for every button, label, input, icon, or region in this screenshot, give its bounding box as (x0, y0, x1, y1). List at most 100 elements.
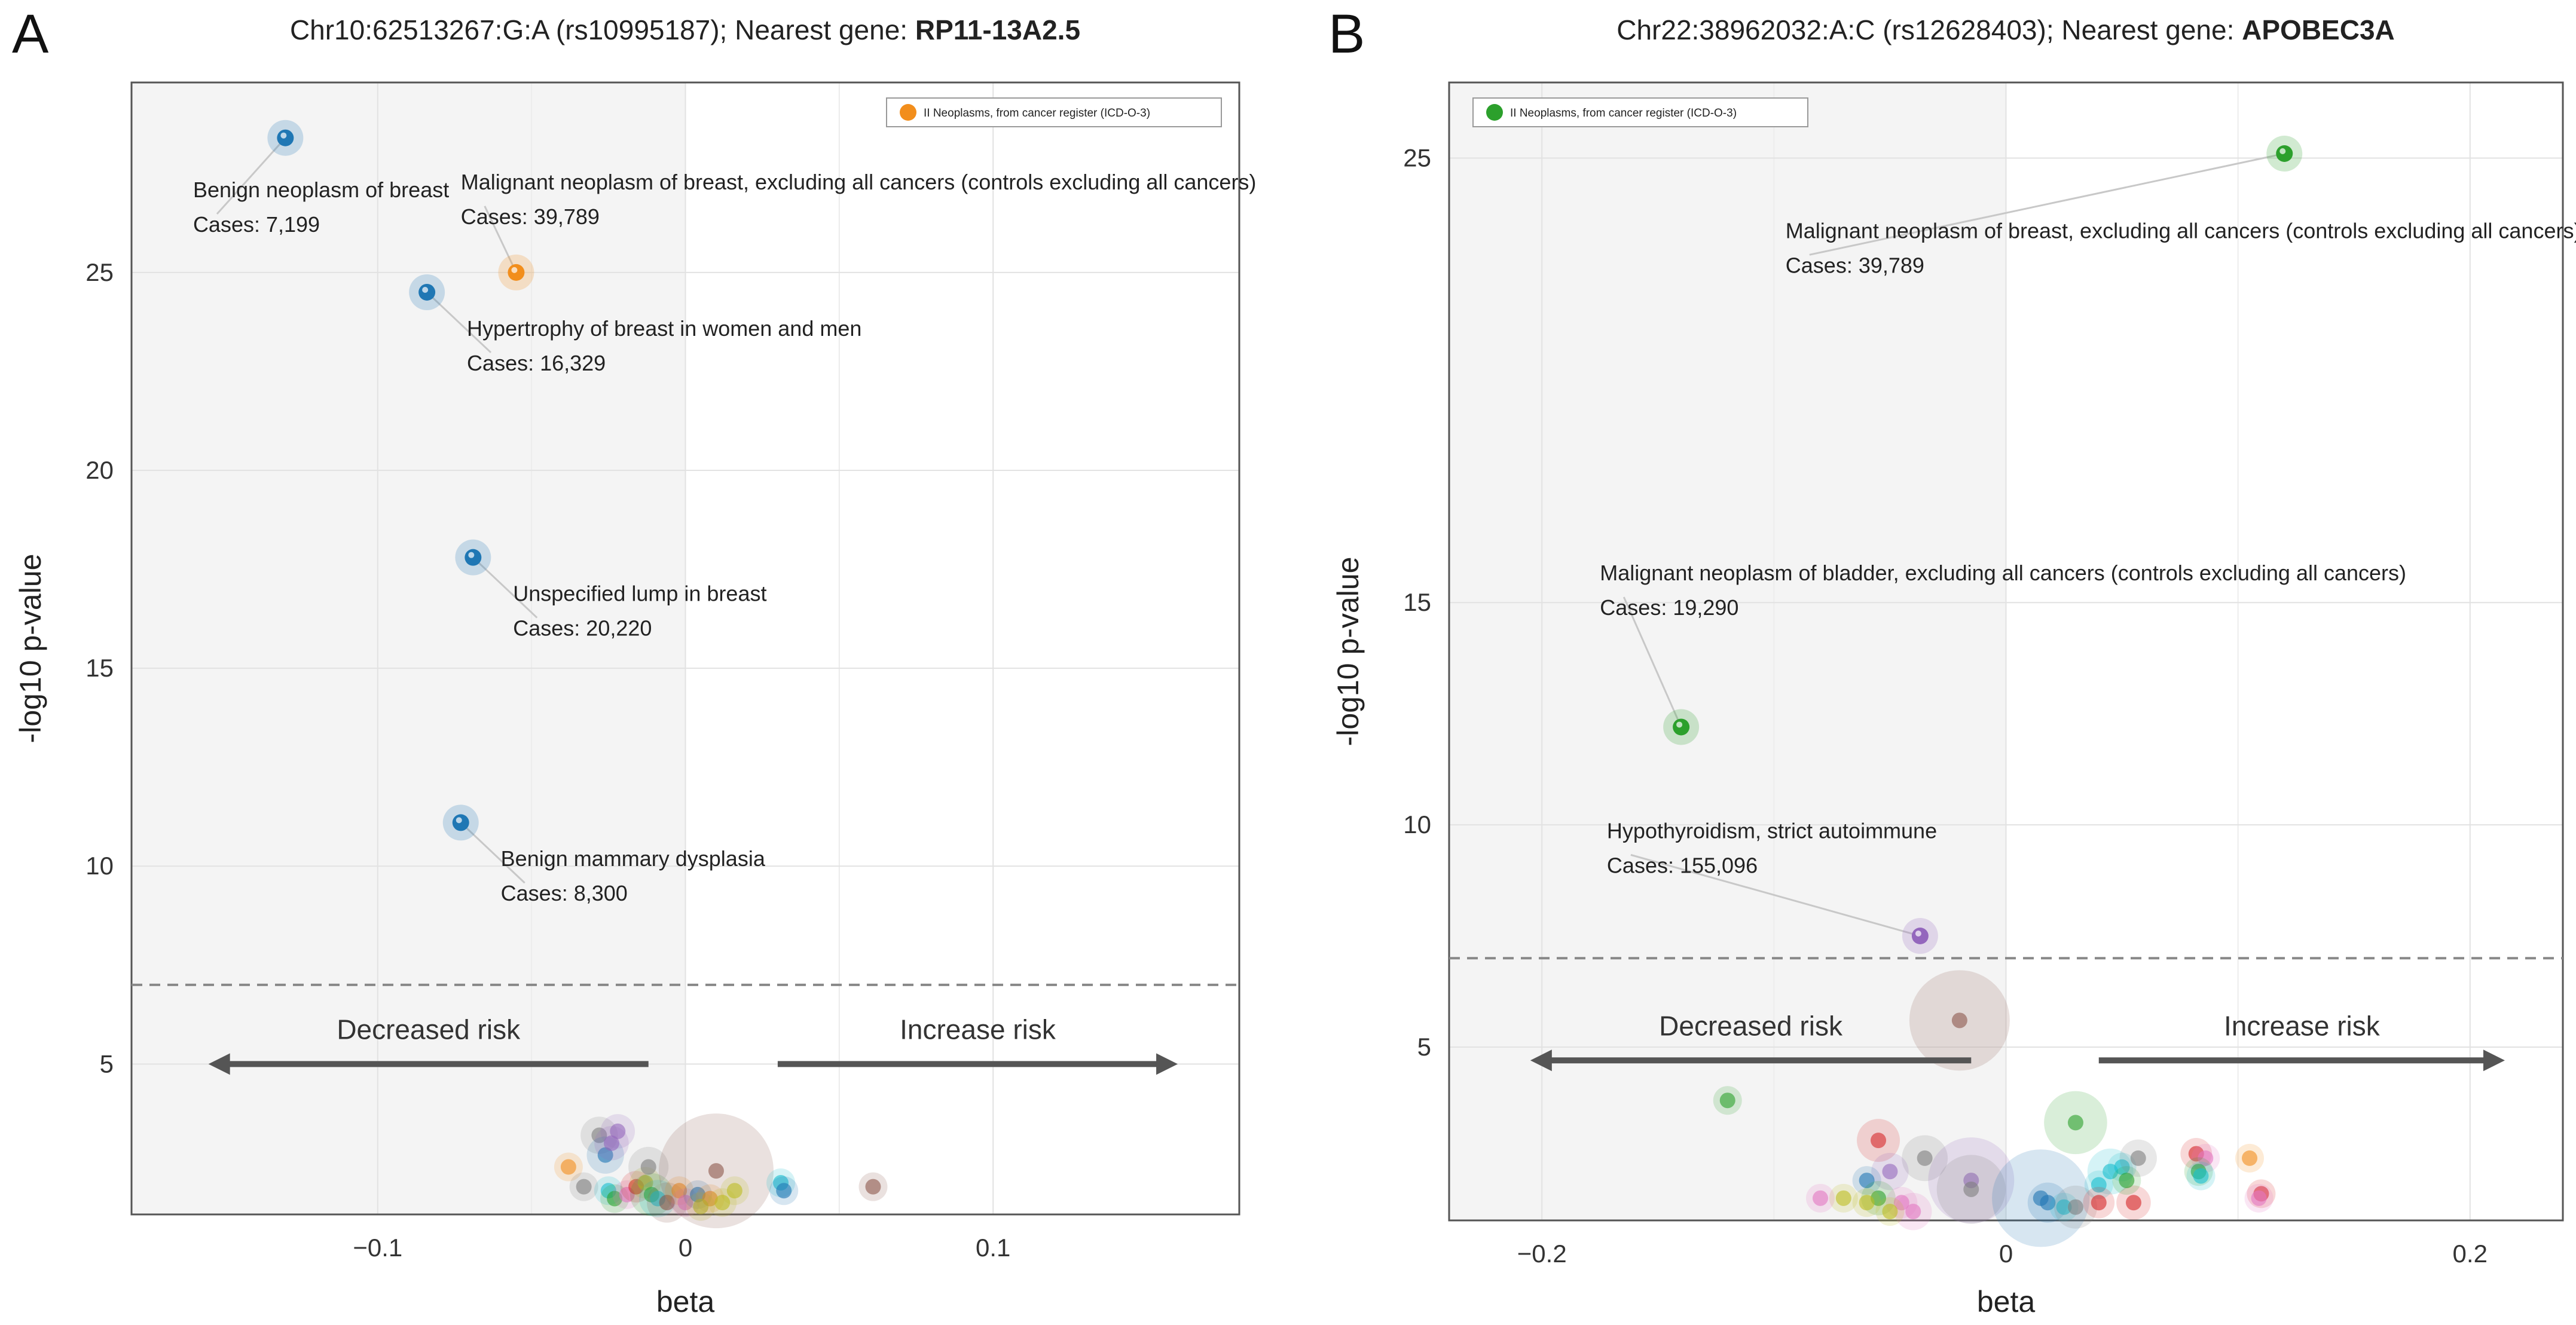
y-tick-label: 15 (85, 654, 114, 682)
data-point (714, 1195, 731, 1211)
data-point (640, 1159, 656, 1175)
y-tick-label: 5 (100, 1049, 114, 1078)
data-point (603, 1135, 619, 1151)
x-tick-label: 0 (679, 1234, 692, 1262)
data-point (2091, 1195, 2107, 1211)
panel-b: B Chr22:38962032:A:C (rs12628403); Neares… (1328, 4, 2576, 1318)
data-point (2251, 1190, 2267, 1206)
increase-risk-arrowhead (2483, 1049, 2505, 1072)
x-tick-label: 0.2 (2453, 1240, 2488, 1268)
data-point (1905, 1204, 1921, 1220)
chart-title-prefix: Chr10:62513267:G:A (rs10995187); Nearest… (290, 14, 915, 45)
annotation-label: Benign mammary dysplasia (501, 846, 766, 871)
x-tick-label: −0.1 (353, 1234, 402, 1262)
data-point (2119, 1173, 2135, 1189)
x-axis-label: beta (1977, 1285, 2036, 1318)
annotation-cases: Cases: 20,220 (513, 616, 652, 641)
x-tick-label: −0.2 (1517, 1240, 1567, 1268)
x-tick-label: 0.1 (976, 1234, 1010, 1262)
data-point (1719, 1093, 1735, 1109)
data-point (637, 1175, 653, 1191)
data-point (2067, 1115, 2083, 1131)
x-tick-label: 0 (1999, 1240, 2013, 1268)
annotation-cases: Cases: 7,199 (193, 212, 320, 237)
y-axis-label: -log10 p-value (1331, 557, 1365, 746)
data-point (726, 1183, 742, 1199)
y-tick-label: 25 (1403, 143, 1431, 172)
increase-risk-label: Increase risk (900, 1014, 1056, 1045)
data-point (1963, 1181, 1979, 1197)
y-tick-label: 25 (85, 258, 114, 286)
annotated-point-highlight (511, 267, 518, 273)
annotation-label: Malignant neoplasm of breast, excluding … (461, 170, 1257, 194)
data-point (690, 1186, 706, 1202)
increase-risk-label: Increase risk (2224, 1010, 2381, 1041)
data-point (1893, 1195, 1909, 1211)
annotated-point-highlight (422, 286, 429, 293)
data-point (597, 1147, 613, 1163)
panel-letter: A (12, 4, 49, 65)
data-point (1813, 1190, 1828, 1206)
annotated-point-highlight (456, 817, 462, 824)
data-point (2091, 1177, 2107, 1193)
data-point (1871, 1133, 1887, 1149)
legend-label: II Neoplasms, from cancer register (ICD-… (924, 107, 1150, 120)
annotation-leader-line (460, 822, 525, 884)
panel-a: A Chr10:62513267:G:A (rs10995187); Neares… (12, 4, 1256, 1318)
shaded-negative-region (132, 82, 686, 1214)
increase-risk-arrowhead (1156, 1053, 1178, 1075)
data-point (1917, 1150, 1933, 1166)
legend-box (1472, 97, 1808, 127)
data-point (1859, 1195, 1875, 1211)
annotation-label: Hypothyroidism, strict autoimmune (1607, 818, 1937, 843)
legend-box (886, 97, 1222, 127)
data-point (2242, 1150, 2258, 1166)
data-point (1835, 1190, 1851, 1206)
data-point (607, 1191, 623, 1207)
legend-marker (900, 104, 916, 121)
data-point (2198, 1150, 2214, 1166)
annotation-leader-line (1809, 152, 2285, 256)
chart-title: Chr10:62513267:G:A (rs10995187); Nearest… (290, 14, 1080, 45)
plot-frame (130, 81, 1240, 1216)
data-point (610, 1123, 626, 1139)
annotated-point-highlight (280, 132, 287, 139)
data-point (776, 1183, 792, 1199)
annotation-label: Benign neoplasm of breast (193, 178, 449, 202)
data-point (2067, 1199, 2083, 1215)
annotation-leader-line (1630, 853, 1921, 937)
data-point (560, 1159, 576, 1175)
data-point (1951, 1012, 1967, 1029)
decreased-risk-arrowhead (1530, 1049, 1552, 1072)
data-point (677, 1195, 693, 1211)
annotation-cases: Cases: 39,789 (461, 204, 600, 229)
chart-title: Chr22:38962032:A:C (rs12628403); Nearest… (1617, 14, 2395, 45)
data-point (2040, 1195, 2056, 1211)
chart-title-prefix: Chr22:38962032:A:C (rs12628403); Nearest… (1617, 14, 2242, 45)
data-point (2114, 1159, 2130, 1175)
annotated-point-highlight (2279, 148, 2286, 154)
annotation-cases: Cases: 8,300 (501, 881, 628, 905)
legend-label: II Neoplasms, from cancer register (ICD-… (1510, 107, 1737, 120)
annotation-leader-line (472, 556, 538, 619)
annotation-leader-line (426, 291, 492, 353)
decreased-risk-label: Decreased risk (1659, 1010, 1843, 1041)
data-point (865, 1179, 881, 1195)
annotation-leader-line (216, 137, 286, 215)
legend-marker (1486, 104, 1503, 121)
annotation-cases: Cases: 19,290 (1600, 595, 1738, 620)
annotation-label: Malignant neoplasm of bladder, excluding… (1600, 561, 2406, 585)
data-point (1859, 1173, 1875, 1189)
data-point (693, 1198, 709, 1214)
y-tick-label: 5 (1417, 1033, 1431, 1061)
annotation-cases: Cases: 39,789 (1786, 253, 1924, 277)
decreased-risk-arrowhead (208, 1053, 230, 1075)
x-axis-label: beta (656, 1285, 715, 1318)
y-tick-label: 20 (85, 456, 114, 484)
annotated-point-highlight (468, 552, 475, 558)
annotation-leader-line (1622, 596, 1682, 728)
data-point (1882, 1164, 1898, 1180)
annotation-label: Unspecified lump in breast (513, 582, 766, 606)
y-tick-label: 10 (85, 852, 114, 880)
